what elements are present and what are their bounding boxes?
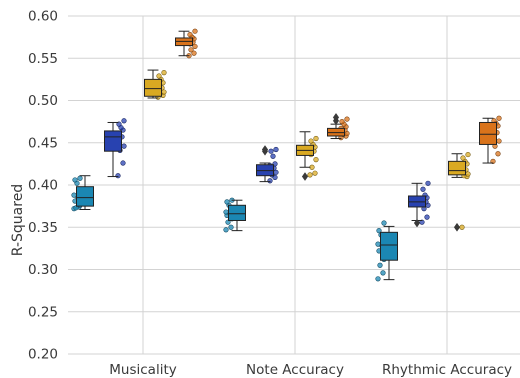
flier bbox=[413, 218, 421, 228]
box bbox=[256, 145, 274, 183]
y-tick-label: 0.40 bbox=[28, 178, 58, 194]
strip-point bbox=[192, 43, 198, 50]
strip-point bbox=[223, 227, 229, 233]
x-tick-label: Musicality bbox=[109, 362, 176, 378]
box bbox=[448, 153, 466, 232]
strip-point bbox=[490, 158, 496, 164]
box-rect bbox=[479, 121, 497, 145]
y-tick-label: 0.50 bbox=[28, 93, 58, 109]
strip-point bbox=[121, 118, 127, 124]
x-tick-labels: Musicality Note Accuracy Rhythmic Accuracy bbox=[109, 362, 512, 378]
box-rect bbox=[380, 231, 398, 261]
strip-point bbox=[71, 192, 77, 198]
y-tick-label: 0.45 bbox=[28, 135, 58, 151]
grid-lines bbox=[68, 15, 520, 355]
strip-point bbox=[344, 116, 350, 122]
strip-point bbox=[191, 50, 197, 56]
flier bbox=[332, 116, 340, 126]
strip-point bbox=[116, 121, 122, 127]
y-tick-label: 0.60 bbox=[28, 9, 58, 25]
strip-points bbox=[71, 28, 502, 282]
strip-point bbox=[308, 138, 314, 144]
strip-point bbox=[313, 135, 319, 142]
strip-point bbox=[377, 262, 383, 268]
strip-point bbox=[459, 224, 465, 230]
strip-point bbox=[375, 241, 381, 247]
strip-point bbox=[267, 178, 273, 184]
strip-point bbox=[375, 276, 381, 282]
strip-point bbox=[187, 31, 193, 38]
strip-point bbox=[273, 169, 279, 175]
box bbox=[76, 175, 94, 211]
strip-point bbox=[465, 171, 471, 177]
box bbox=[296, 131, 314, 181]
strip-point bbox=[223, 209, 229, 215]
y-tick-label: 0.20 bbox=[28, 347, 58, 363]
strip-point bbox=[380, 270, 386, 276]
strip-point bbox=[496, 115, 502, 121]
y-tick-labels: 0.20 0.25 0.30 0.35 0.40 0.45 0.50 0.55 0.60 bbox=[28, 9, 58, 363]
strip-point bbox=[313, 157, 319, 163]
boxes bbox=[76, 30, 497, 281]
strip-point bbox=[376, 228, 382, 234]
strip-point bbox=[496, 138, 502, 144]
box bbox=[228, 199, 246, 232]
strip-point bbox=[381, 220, 387, 226]
strip-point bbox=[224, 199, 230, 205]
box-rect bbox=[228, 204, 246, 221]
strip-point bbox=[72, 177, 78, 183]
strip-point bbox=[228, 224, 234, 230]
strip-point bbox=[270, 153, 276, 159]
strip-point bbox=[161, 89, 167, 95]
flier bbox=[261, 145, 269, 154]
strip-point bbox=[339, 119, 345, 125]
box bbox=[144, 69, 162, 99]
strip-point bbox=[495, 151, 501, 157]
box-rect bbox=[76, 186, 94, 207]
strip-point bbox=[268, 148, 274, 154]
y-tick-label: 0.55 bbox=[28, 51, 58, 67]
strip-point bbox=[77, 175, 83, 181]
box bbox=[380, 225, 398, 281]
strip-point bbox=[121, 143, 127, 149]
x-tick-label: Note Accuracy bbox=[246, 362, 344, 378]
strip-point bbox=[120, 160, 126, 166]
box-rect bbox=[448, 160, 466, 176]
flier bbox=[453, 222, 461, 232]
box bbox=[175, 30, 193, 57]
y-axis-title: R-Squared bbox=[10, 184, 26, 256]
strip-point bbox=[161, 70, 167, 76]
box-rect bbox=[104, 130, 122, 152]
strip-point bbox=[115, 173, 121, 179]
y-tick-label: 0.25 bbox=[28, 304, 58, 320]
strip-point bbox=[312, 170, 318, 176]
strip-point bbox=[307, 172, 313, 178]
flier bbox=[301, 172, 309, 181]
strip-point bbox=[420, 186, 426, 192]
strip-point bbox=[465, 151, 471, 158]
x-tick-label: Rhythmic Accuracy bbox=[382, 362, 512, 378]
y-tick-label: 0.35 bbox=[28, 220, 58, 236]
box bbox=[408, 182, 426, 228]
strip-point bbox=[273, 146, 279, 153]
y-tick-label: 0.30 bbox=[28, 262, 58, 278]
box bbox=[104, 121, 122, 178]
strip-point bbox=[188, 47, 194, 53]
strip-point bbox=[425, 180, 431, 186]
strip-point bbox=[460, 155, 466, 161]
box-rect bbox=[144, 78, 162, 97]
box bbox=[479, 117, 497, 164]
box bbox=[327, 112, 345, 140]
strip-point bbox=[192, 28, 198, 34]
strip-point bbox=[419, 219, 425, 225]
strip-point bbox=[424, 214, 430, 220]
strip-point bbox=[156, 73, 162, 79]
